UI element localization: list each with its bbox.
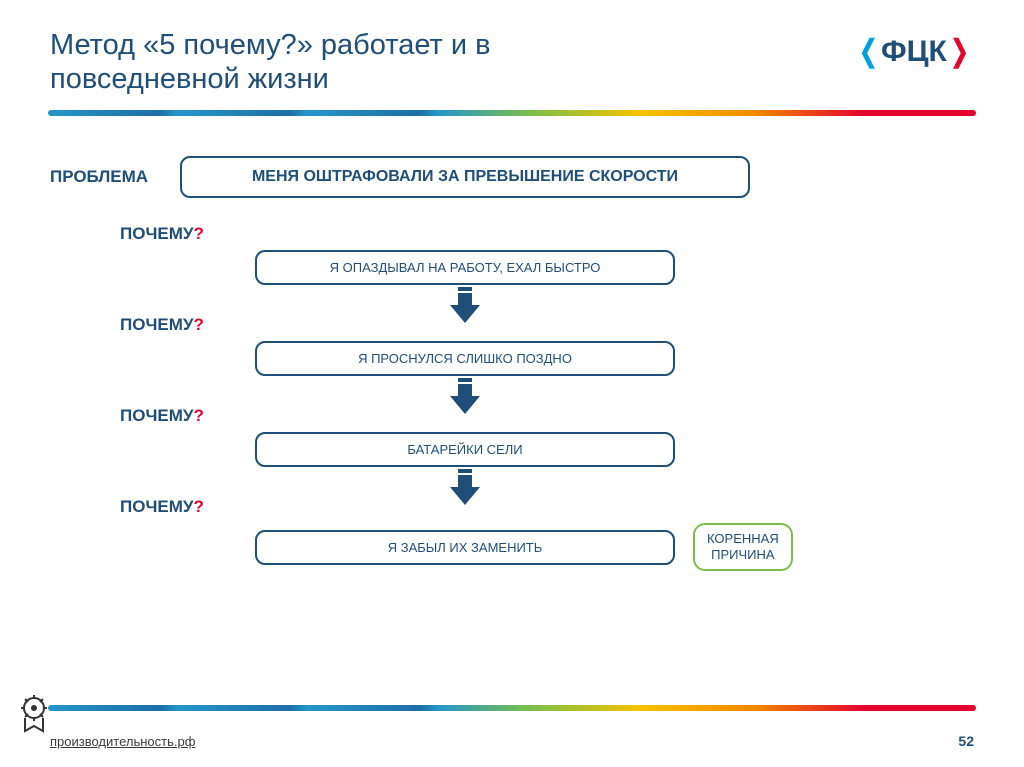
why-text-3: ПОЧЕМУ bbox=[120, 406, 193, 425]
step-box-1: Я ОПАЗДЫВАЛ НА РАБОТУ, ЕХАЛ БЫСТРО bbox=[255, 250, 675, 285]
root-cause-text: КОРЕННАЯ ПРИЧИНА bbox=[707, 531, 779, 562]
problem-row: ПРОБЛЕМА МЕНЯ ОШТРАФОВАЛИ ЗА ПРЕВЫШЕНИЕ … bbox=[50, 156, 974, 198]
step-box-2: Я ПРОСНУЛСЯ СЛИШКО ПОЗДНО bbox=[255, 341, 675, 376]
logo: ❬ФЦК❭ bbox=[856, 28, 984, 69]
step-1: Я ОПАЗДЫВАЛ НА РАБОТУ, ЕХАЛ БЫСТРО bbox=[50, 250, 974, 285]
logo-bracket-left: ❬ bbox=[856, 35, 881, 68]
step-2: Я ПРОСНУЛСЯ СЛИШКО ПОЗДНО bbox=[50, 341, 974, 376]
why-row-1: ПОЧЕМУ? bbox=[50, 224, 974, 244]
step-box-4: Я ЗАБЫЛ ИХ ЗАМЕНИТЬ bbox=[255, 530, 675, 565]
why-qmark-1: ? bbox=[193, 224, 203, 243]
arrow-down-icon bbox=[446, 467, 484, 507]
footer-color-bar bbox=[48, 705, 976, 711]
why-text-1: ПОЧЕМУ bbox=[120, 224, 193, 243]
why-text-4: ПОЧЕМУ bbox=[120, 497, 193, 516]
gear-badge-icon bbox=[18, 695, 50, 735]
root-cause-badge: КОРЕННАЯ ПРИЧИНА bbox=[693, 523, 793, 570]
why-text-2: ПОЧЕМУ bbox=[120, 315, 193, 334]
header: Метод «5 почему?» работает и в повседнев… bbox=[0, 0, 1024, 110]
arrow-down-icon bbox=[446, 376, 484, 416]
footer: производительность.рф 52 bbox=[0, 733, 1024, 749]
why-qmark-2: ? bbox=[193, 315, 203, 334]
label-why-3: ПОЧЕМУ? bbox=[120, 406, 250, 426]
step-3: БАТАРЕЙКИ СЕЛИ bbox=[50, 432, 974, 467]
label-why-2: ПОЧЕМУ? bbox=[120, 315, 250, 335]
arrow-down-icon bbox=[446, 285, 484, 325]
why-qmark-4: ? bbox=[193, 497, 203, 516]
logo-text: ФЦК bbox=[881, 35, 947, 68]
label-problem: ПРОБЛЕМА bbox=[50, 167, 180, 187]
flowchart: ПРОБЛЕМА МЕНЯ ОШТРАФОВАЛИ ЗА ПРЕВЫШЕНИЕ … bbox=[0, 116, 1024, 570]
step-4: Я ЗАБЫЛ ИХ ЗАМЕНИТЬ КОРЕННАЯ ПРИЧИНА bbox=[50, 523, 974, 570]
label-why-4: ПОЧЕМУ? bbox=[120, 497, 250, 517]
step-box-3: БАТАРЕЙКИ СЕЛИ bbox=[255, 432, 675, 467]
page-number: 52 bbox=[958, 733, 974, 749]
problem-box: МЕНЯ ОШТРАФОВАЛИ ЗА ПРЕВЫШЕНИЕ СКОРОСТИ bbox=[180, 156, 750, 198]
page-title: Метод «5 почему?» работает и в повседнев… bbox=[50, 28, 670, 96]
footer-link[interactable]: производительность.рф bbox=[50, 734, 195, 749]
logo-bracket-right: ❭ bbox=[947, 35, 972, 68]
label-why-1: ПОЧЕМУ? bbox=[120, 224, 250, 244]
why-qmark-3: ? bbox=[193, 406, 203, 425]
